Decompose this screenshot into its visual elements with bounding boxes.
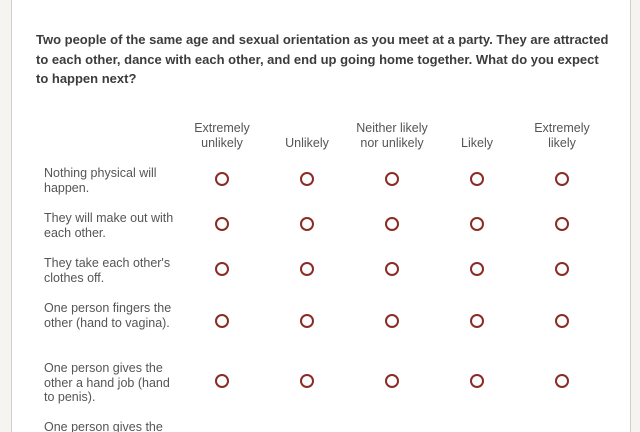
row-label-hand-job: One person gives the other a hand job (h… (44, 361, 170, 404)
survey-panel: Two people of the same age and sexual or… (11, 0, 631, 432)
radio-row1-likely[interactable] (470, 172, 484, 186)
radio-row2-extremely-likely[interactable] (555, 217, 569, 231)
radio-row5-extremely-unlikely[interactable] (215, 374, 229, 388)
column-header-neither: Neither likely nor unlikely (356, 121, 428, 150)
radio-row4-likely[interactable] (470, 314, 484, 328)
radio-row2-likely[interactable] (470, 217, 484, 231)
radio-row5-unlikely[interactable] (300, 374, 314, 388)
question-text: Two people of the same age and sexual or… (36, 32, 609, 86)
radio-row3-extremely-unlikely[interactable] (215, 262, 229, 276)
radio-row4-neither[interactable] (385, 314, 399, 328)
radio-row5-likely[interactable] (470, 374, 484, 388)
radio-row5-extremely-likely[interactable] (555, 374, 569, 388)
radio-row3-likely[interactable] (470, 262, 484, 276)
column-header-unlikely: Unlikely (285, 135, 329, 150)
radio-row3-neither[interactable] (385, 262, 399, 276)
radio-row1-unlikely[interactable] (300, 172, 314, 186)
radio-row1-extremely-unlikely[interactable] (215, 172, 229, 186)
radio-row1-neither[interactable] (385, 172, 399, 186)
row-label-clothes-off: They take each other's clothes off. (44, 256, 171, 285)
column-header-extremely-likely: Extremely likely (534, 121, 590, 150)
radio-row4-unlikely[interactable] (300, 314, 314, 328)
radio-row4-extremely-likely[interactable] (555, 314, 569, 328)
radio-row2-extremely-unlikely[interactable] (215, 217, 229, 231)
radio-row3-extremely-likely[interactable] (555, 262, 569, 276)
row-label-fingering: One person fingers the other (hand to va… (44, 301, 172, 330)
column-header-likely: Likely (461, 135, 493, 150)
row-label-partial: One person gives the (44, 420, 163, 432)
column-header-extremely-unlikely: Extremely unlikely (194, 121, 250, 150)
row-label-make-out: They will make out with each other. (44, 211, 174, 240)
radio-row2-unlikely[interactable] (300, 217, 314, 231)
radio-row3-unlikely[interactable] (300, 262, 314, 276)
radio-row2-neither[interactable] (385, 217, 399, 231)
row-label-nothing-physical: Nothing physical will happen. (44, 166, 157, 195)
radio-row1-extremely-likely[interactable] (555, 172, 569, 186)
radio-row5-neither[interactable] (385, 374, 399, 388)
radio-row4-extremely-unlikely[interactable] (215, 314, 229, 328)
